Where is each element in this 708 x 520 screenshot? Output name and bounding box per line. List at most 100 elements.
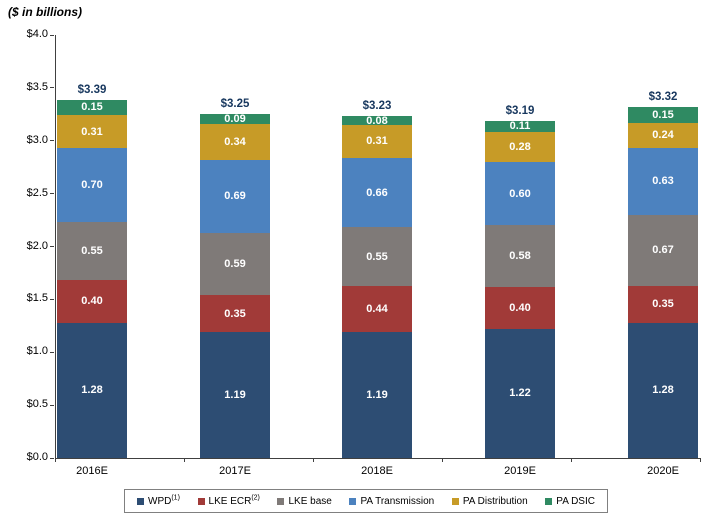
segment-value-label: 1.28 [652, 384, 674, 397]
segment-value-label: 0.55 [81, 245, 103, 258]
y-axis-tick-label: $0.0 [26, 451, 48, 463]
bar-segment-wpd [57, 322, 127, 458]
y-axis-tick [50, 193, 54, 195]
y-axis-tick-label: $1.5 [26, 292, 48, 305]
legend-label: LKE ECR(2) [208, 494, 260, 507]
segment-value-label: 1.28 [81, 384, 103, 397]
bar-segment-pa-distribution [342, 124, 412, 158]
legend: WPD(1) LKE ECR(2) LKE base PA Transmission P… [124, 489, 608, 513]
x-axis-label: 2017E [219, 465, 251, 477]
legend-item-pa-transmission: PA Transmission [349, 496, 434, 507]
legend-marker [197, 497, 205, 505]
segment-value-label: 0.67 [652, 244, 674, 257]
x-axis-tick [442, 458, 443, 462]
bar-segment-pa-transmission [628, 148, 698, 215]
x-axis-label: 2019E [504, 465, 536, 477]
bar-segment-wpd [342, 332, 412, 458]
bar-segment-lke-ecr [200, 295, 270, 333]
plot-area [55, 35, 701, 459]
segment-value-label: 0.34 [224, 135, 246, 148]
segment-value-label: 0.40 [81, 295, 103, 308]
segment-value-label: 0.58 [509, 250, 531, 263]
x-axis-tick [313, 458, 314, 462]
segment-value-label: 0.59 [224, 257, 246, 270]
y-axis-tick [50, 404, 54, 406]
segment-value-label: 1.22 [509, 387, 531, 400]
legend-marker [137, 497, 144, 505]
segment-value-label: 0.63 [652, 175, 674, 188]
x-axis-label: 2016E [76, 465, 108, 477]
x-axis-label: 2020E [647, 465, 679, 477]
bar-segment-pa-distribution [485, 132, 555, 162]
segment-value-label: 1.19 [224, 389, 246, 402]
bar-total-label: $3.25 [220, 98, 250, 111]
segment-value-label: 0.55 [366, 250, 388, 263]
bar-segment-lke-base [57, 222, 127, 281]
bar-segment-pa-transmission [57, 148, 127, 223]
legend-marker [451, 497, 459, 505]
bar-total-label: $3.32 [648, 90, 678, 103]
segment-value-label: 0.15 [81, 101, 103, 114]
segment-value-label: 0.69 [224, 190, 246, 203]
bar-segment-pa-dsic [342, 116, 412, 125]
bar-segment-lke-base [485, 225, 555, 287]
legend-label: PA DSIC [556, 495, 595, 507]
bar-segment-lke-base [200, 232, 270, 296]
legend-marker [349, 497, 357, 505]
x-axis-tick [184, 458, 185, 462]
x-axis-label: 2018E [361, 465, 393, 477]
bar-segment-lke-base [342, 227, 412, 286]
bar-segment-pa-transmission [485, 161, 555, 226]
y-axis-tick [50, 298, 54, 300]
legend-label: WPD(1) [148, 494, 180, 507]
bar-segment-wpd [485, 328, 555, 458]
bar-segment-pa-dsic [628, 106, 698, 123]
segment-value-label: 0.35 [224, 307, 246, 320]
segment-value-label: 0.24 [652, 129, 674, 142]
bar-segment-pa-transmission [200, 159, 270, 233]
y-axis-tick-label: $4.0 [26, 28, 48, 40]
bar-segment-wpd [200, 332, 270, 458]
x-axis-tick [55, 458, 56, 462]
segment-value-label: 0.70 [81, 179, 103, 192]
bar-total-label: $3.23 [362, 100, 392, 113]
segment-value-label: 0.40 [509, 301, 531, 314]
y-axis-tick [50, 246, 54, 247]
bar-segment-pa-dsic [57, 99, 127, 116]
legend-label: PA Transmission [360, 495, 435, 507]
legend-item-pa-dsic: PA DSIC [545, 496, 595, 507]
bar-segment-pa-dsic [485, 120, 555, 133]
bar-segment-lke-ecr [485, 286, 555, 329]
y-axis-tick-label: $3.0 [26, 133, 48, 146]
segment-value-label: 0.31 [366, 135, 388, 148]
x-axis-tick [571, 458, 572, 462]
y-axis-tick-label: $3.5 [26, 80, 48, 93]
bar-segment-wpd [628, 322, 698, 458]
y-axis-tick-label: $0.5 [26, 398, 48, 411]
segment-value-label: 1.19 [366, 389, 388, 402]
segment-value-label: 0.15 [652, 108, 674, 121]
legend-item-wpd: WPD(1) [137, 494, 180, 507]
y-axis-tick-label: $2.5 [26, 186, 48, 199]
legend-label: PA Distribution [462, 495, 528, 507]
bar-segment-lke-ecr [57, 280, 127, 323]
y-axis-tick [50, 457, 54, 459]
segment-value-label: 0.60 [509, 187, 531, 200]
segment-value-label: 0.09 [224, 113, 246, 126]
bar-total-label: $3.39 [77, 83, 107, 96]
y-axis-tick [50, 87, 54, 89]
bar-total-label: $3.19 [505, 104, 535, 117]
segment-value-label: 0.28 [509, 141, 531, 154]
bar-segment-pa-distribution [57, 115, 127, 149]
legend-marker [277, 497, 285, 505]
bar-segment-lke-base [628, 214, 698, 286]
y-axis-tick-label: $2.0 [26, 239, 48, 252]
segment-value-label: 0.31 [81, 125, 103, 138]
legend-label: LKE base [288, 495, 332, 507]
segment-value-label: 0.11 [509, 120, 531, 133]
bar-segment-pa-distribution [200, 123, 270, 160]
legend-item-pa-distribution: PA Distribution [451, 495, 528, 507]
y-axis-tick [50, 34, 54, 36]
legend-marker [545, 497, 553, 505]
bar-segment-lke-ecr [342, 285, 412, 333]
